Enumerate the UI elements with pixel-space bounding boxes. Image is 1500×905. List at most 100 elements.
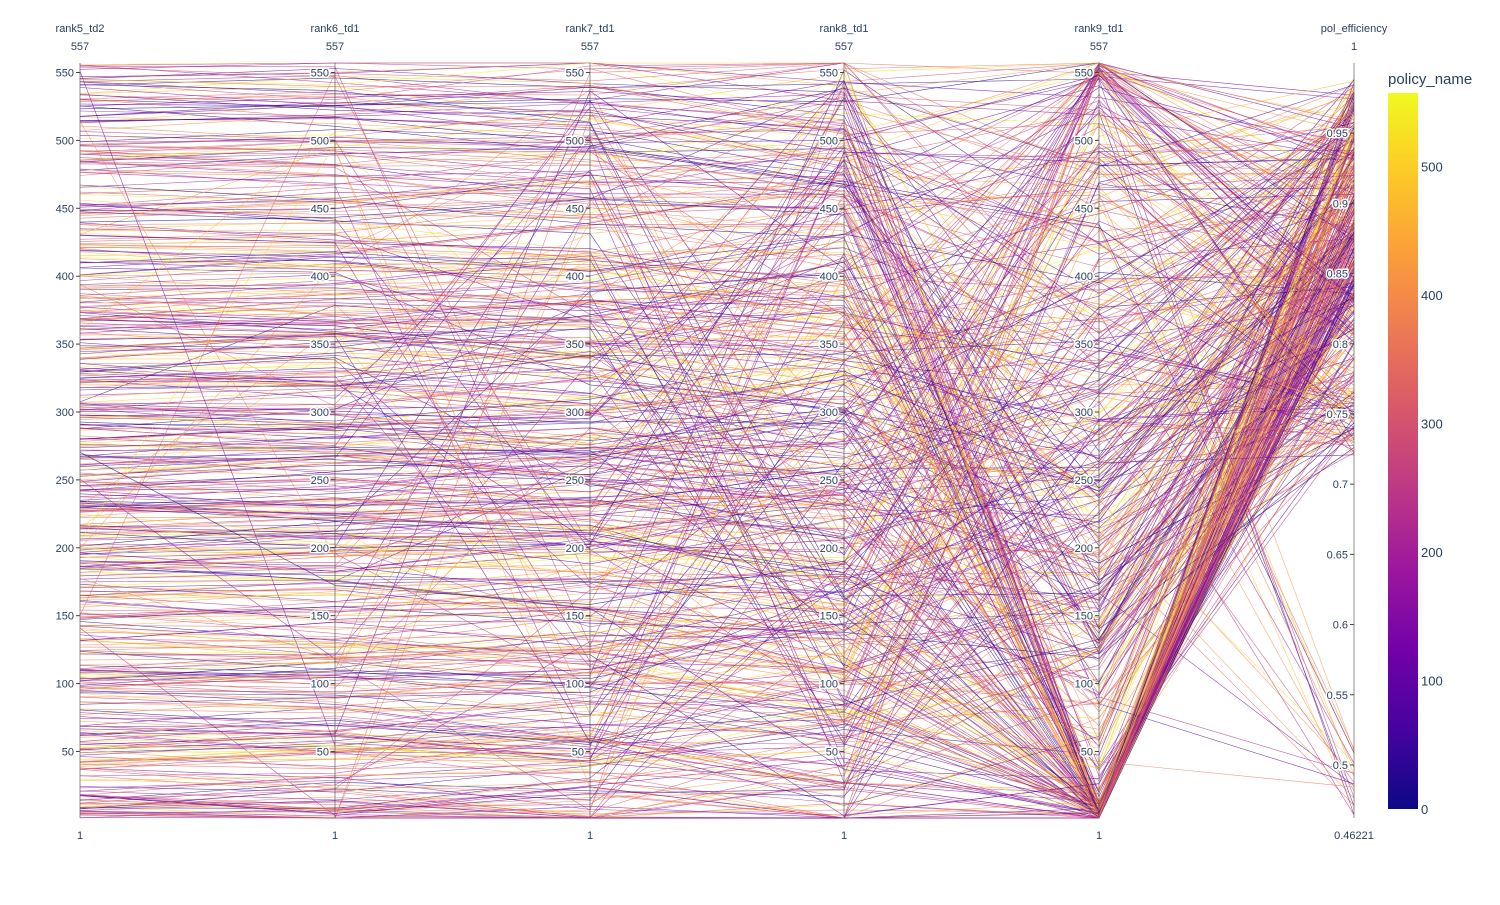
data-line-410	[79, 64, 1355, 577]
axis-title[interactable]: pol_efficiency	[1321, 23, 1388, 35]
axis-title[interactable]: rank9_td1	[1075, 23, 1124, 35]
data-line-339	[79, 79, 1355, 815]
data-line-74	[79, 140, 1355, 336]
data-line-378	[79, 79, 1355, 491]
data-line-423	[79, 113, 1355, 323]
tick-label: 0.65	[1327, 549, 1348, 561]
data-line-528	[79, 104, 1355, 575]
tick-label: 300	[566, 407, 584, 419]
tick-label: 0.6	[1333, 620, 1348, 632]
axis-rank7_td1[interactable]: rank7_td15571501001502002503003504004505…	[564, 23, 615, 842]
data-line-549	[79, 152, 1355, 685]
data-line-439	[79, 72, 1355, 408]
data-line-427	[79, 450, 1355, 632]
data-line-400	[79, 66, 1355, 431]
axis-min-label: 1	[1096, 830, 1102, 842]
data-line-537	[79, 187, 1355, 646]
tick-label: 400	[311, 271, 329, 283]
axis-title[interactable]: rank6_td1	[311, 23, 360, 35]
axis-rank9_td1[interactable]: rank9_td15571501001502002503003504004505…	[1073, 23, 1124, 842]
axis-rank6_td1[interactable]: rank6_td15571501001502002503003504004505…	[309, 23, 360, 842]
tick-label: 100	[311, 679, 329, 691]
data-line-58	[79, 62, 1355, 277]
data-line-416	[79, 62, 1355, 242]
data-line-456	[79, 159, 1355, 803]
data-line-385	[79, 137, 1355, 631]
tick-label: 350	[566, 339, 584, 351]
data-line-290	[79, 70, 1355, 819]
data-line-216	[79, 108, 1355, 411]
data-line-494	[79, 130, 1355, 586]
data-line-554	[79, 213, 1355, 819]
tick-label: 550	[311, 68, 329, 80]
data-line-128	[79, 138, 1355, 650]
axis-min-label: 1	[332, 830, 338, 842]
colorbar-tick-label: 400	[1421, 288, 1443, 303]
axis-rank5_td2[interactable]: rank5_td25571501001502002503003504004505…	[54, 23, 105, 842]
data-line-181	[79, 146, 1355, 475]
data-line-159	[79, 284, 1355, 395]
data-line-38	[79, 126, 1355, 644]
data-line-421	[79, 103, 1355, 457]
data-line-388	[79, 91, 1355, 680]
data-line-322	[79, 113, 1355, 360]
data-line-466	[79, 303, 1355, 492]
tick-label: 200	[1075, 543, 1093, 555]
data-line-483	[79, 113, 1355, 804]
tick-label: 200	[566, 543, 584, 555]
data-line-130	[79, 180, 1355, 562]
data-line-168	[79, 224, 1355, 369]
axis-title[interactable]: rank5_td2	[56, 23, 105, 35]
tick-label: 50	[826, 746, 838, 758]
axis-max-label: 557	[835, 41, 853, 53]
data-line-411	[79, 313, 1355, 755]
data-line-222	[79, 85, 1355, 399]
tick-label: 250	[566, 475, 584, 487]
data-line-237	[79, 77, 1355, 533]
data-line-238	[79, 146, 1355, 587]
data-line-111	[79, 143, 1355, 508]
axis-min-label: 1	[841, 830, 847, 842]
data-line-547	[79, 86, 1355, 293]
data-line-232	[79, 198, 1355, 315]
tick-label: 50	[572, 746, 584, 758]
data-line-520	[79, 122, 1355, 814]
axis-title[interactable]: rank8_td1	[820, 23, 869, 35]
data-line-358	[79, 170, 1355, 616]
data-line-298	[79, 62, 1355, 443]
data-line-279	[79, 123, 1355, 776]
data-line-408	[79, 150, 1355, 540]
data-line-138	[79, 429, 1355, 726]
data-line-340	[79, 160, 1355, 493]
data-line-92	[79, 312, 1355, 430]
data-line-367	[79, 208, 1355, 403]
tick-label: 500	[566, 135, 584, 147]
data-line-392	[79, 109, 1355, 626]
tick-label: 450	[56, 203, 74, 215]
data-line-524	[79, 94, 1355, 815]
data-line-443	[79, 224, 1355, 739]
tick-label: 150	[566, 611, 584, 623]
data-line-535	[79, 702, 1355, 788]
data-line-117	[79, 209, 1355, 600]
data-line-255	[79, 275, 1355, 393]
data-line-498	[79, 62, 1355, 446]
data-line-343	[79, 121, 1355, 365]
axis-rank8_td1[interactable]: rank8_td15571501001502002503003504004505…	[818, 23, 869, 842]
data-line-538	[79, 377, 1355, 771]
data-line-506	[79, 299, 1355, 513]
data-line-359	[79, 211, 1355, 501]
axis-pol_efficiency[interactable]: pol_efficiency 1 0.46221 0.5 0.55 0.6 0.65 0.7 0…	[1321, 23, 1388, 842]
axis-title[interactable]: rank7_td1	[566, 23, 615, 35]
data-line-475	[79, 175, 1355, 428]
tick-label: 350	[820, 339, 838, 351]
data-line-424	[79, 236, 1355, 642]
tick-label: 400	[56, 271, 74, 283]
data-line-329	[79, 68, 1355, 581]
tick-label: 400	[566, 271, 584, 283]
tick-label: 0.5	[1333, 760, 1348, 772]
data-line-386	[79, 126, 1355, 260]
tick-label: 350	[311, 339, 329, 351]
data-line-468	[79, 121, 1355, 557]
